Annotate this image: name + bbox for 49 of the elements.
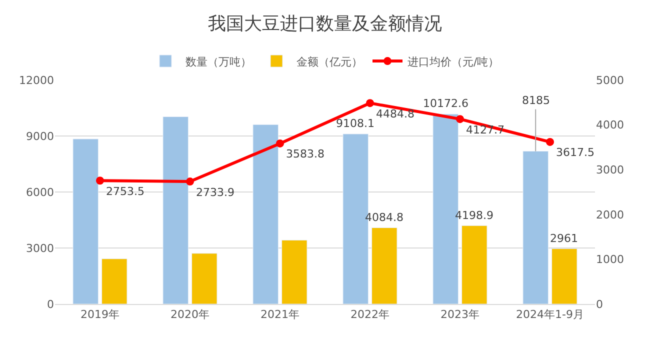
legend-label: 金额（亿元） bbox=[296, 55, 362, 68]
point bbox=[96, 176, 104, 185]
point bbox=[546, 138, 554, 146]
data-label: 9108.1 bbox=[336, 117, 374, 130]
legend-label: 进口均价（元/吨） bbox=[408, 55, 500, 68]
data-label: 4484.8 bbox=[376, 107, 414, 120]
bar bbox=[252, 124, 278, 304]
bar bbox=[522, 150, 548, 304]
y2-tick-label: 4000 bbox=[596, 118, 624, 132]
bar bbox=[462, 225, 488, 304]
data-label: 2961 bbox=[550, 232, 578, 245]
x-tick-label: 2021年 bbox=[260, 308, 300, 322]
data-label: 2733.9 bbox=[196, 186, 234, 199]
bar bbox=[102, 258, 128, 304]
bar bbox=[372, 228, 398, 304]
x-tick-label: 2024年1-9月 bbox=[516, 308, 584, 322]
bar bbox=[552, 248, 578, 304]
x-tick-label: 2020年 bbox=[170, 308, 210, 322]
y2-tick-label: 0 bbox=[596, 298, 603, 311]
data-label: 2753.5 bbox=[106, 184, 144, 198]
y-tick-label: 6000 bbox=[26, 186, 54, 199]
x-tick-label: 2022年 bbox=[350, 308, 390, 322]
point bbox=[456, 115, 464, 124]
legend-label: 数量（万吨） bbox=[186, 55, 252, 68]
point bbox=[186, 178, 194, 186]
y2-tick-label: 2000 bbox=[596, 208, 624, 222]
point bbox=[276, 139, 284, 148]
y2-tick-label: 3000 bbox=[596, 163, 624, 176]
bar bbox=[162, 116, 188, 304]
data-label: 8185 bbox=[522, 94, 550, 107]
y2-tick-label: 5000 bbox=[596, 74, 624, 87]
chart-title: 我国大豆进口数量及金额情况 bbox=[208, 14, 442, 35]
data-label: 10172.6 bbox=[423, 97, 468, 110]
data-label: 3583.8 bbox=[286, 148, 324, 161]
y-tick-label: 9000 bbox=[26, 130, 54, 143]
y-tick-label: 0 bbox=[47, 298, 54, 311]
data-label: 4198.9 bbox=[455, 209, 494, 222]
y-tick-label: 12000 bbox=[19, 74, 54, 87]
data-label: 4084.8 bbox=[365, 211, 404, 224]
bar bbox=[282, 240, 308, 304]
y-tick-label: 3000 bbox=[26, 242, 54, 255]
data-label: 3617.5 bbox=[556, 146, 594, 160]
x-tick-label: 2019年 bbox=[80, 308, 120, 322]
x-tick-label: 2023年 bbox=[440, 308, 480, 322]
data-label: 4127.7 bbox=[466, 123, 504, 136]
point bbox=[366, 99, 374, 108]
bar bbox=[72, 138, 98, 304]
y2-tick-label: 1000 bbox=[596, 253, 624, 266]
bar bbox=[192, 253, 218, 304]
